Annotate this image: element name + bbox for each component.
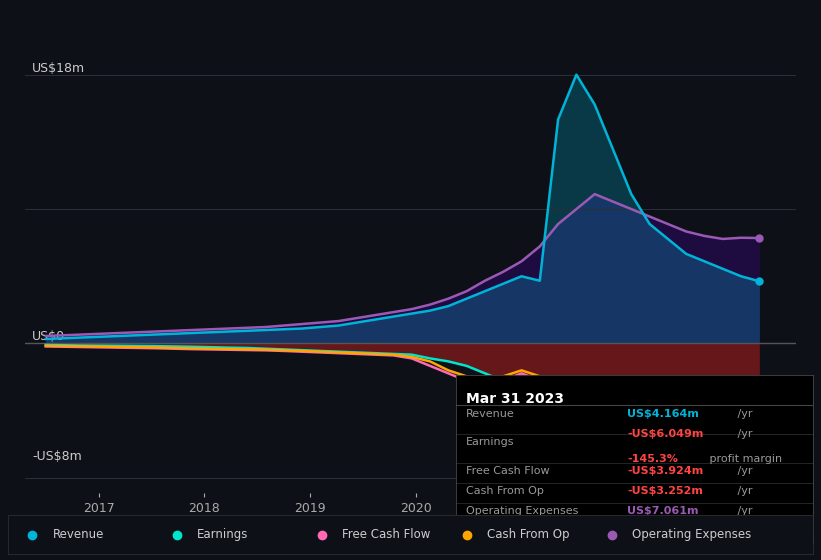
Text: -US$6.049m: -US$6.049m xyxy=(627,429,704,439)
Text: /yr: /yr xyxy=(734,486,753,496)
Text: Cash From Op: Cash From Op xyxy=(466,486,544,496)
Text: US$4.164m: US$4.164m xyxy=(627,409,699,419)
Text: US$7.061m: US$7.061m xyxy=(627,506,699,516)
Text: Earnings: Earnings xyxy=(197,528,249,542)
Text: Free Cash Flow: Free Cash Flow xyxy=(466,466,550,476)
Text: -US$8m: -US$8m xyxy=(32,450,82,463)
Text: /yr: /yr xyxy=(734,466,753,476)
Text: Operating Expenses: Operating Expenses xyxy=(632,528,751,542)
Text: -US$3.252m: -US$3.252m xyxy=(627,486,703,496)
Text: /yr: /yr xyxy=(734,409,753,419)
Text: Earnings: Earnings xyxy=(466,437,515,447)
Text: Free Cash Flow: Free Cash Flow xyxy=(342,528,430,542)
Text: Mar 31 2023: Mar 31 2023 xyxy=(466,392,564,406)
Text: US$18m: US$18m xyxy=(32,62,85,74)
Text: Revenue: Revenue xyxy=(53,528,103,542)
Text: /yr: /yr xyxy=(734,506,753,516)
Text: Cash From Op: Cash From Op xyxy=(487,528,570,542)
Text: US$0: US$0 xyxy=(32,330,66,343)
Text: /yr: /yr xyxy=(734,429,753,439)
Text: profit margin: profit margin xyxy=(706,454,782,464)
Text: -145.3%: -145.3% xyxy=(627,454,678,464)
Text: Operating Expenses: Operating Expenses xyxy=(466,506,579,516)
Text: -US$3.924m: -US$3.924m xyxy=(627,466,704,476)
Text: Revenue: Revenue xyxy=(466,409,515,419)
